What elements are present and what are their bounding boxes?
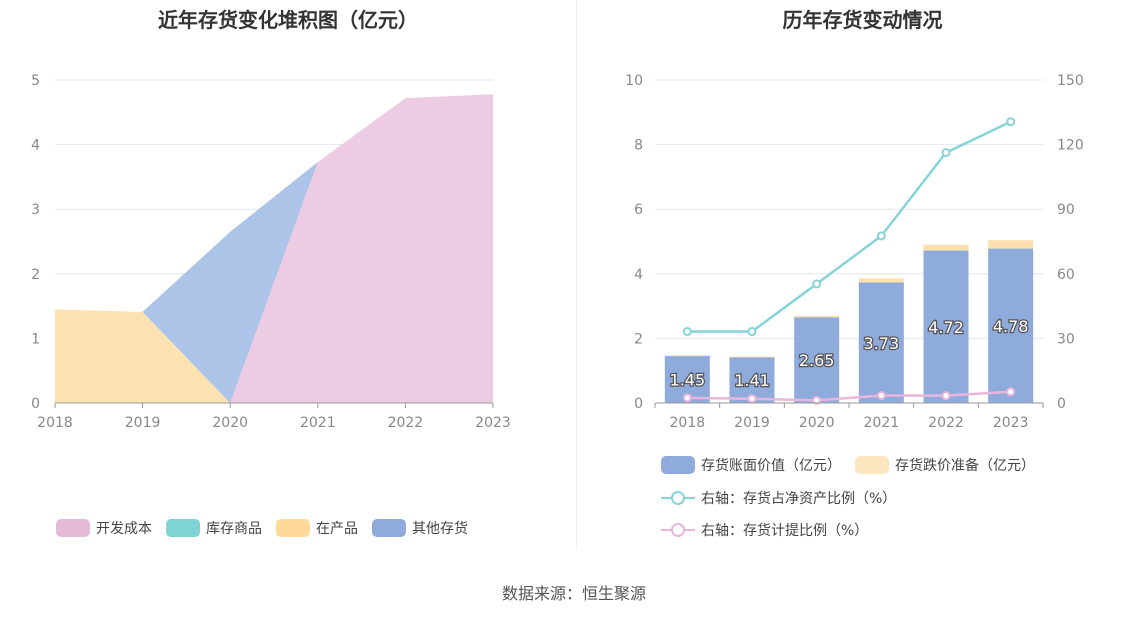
left-chart-title: 近年存货变化堆积图（亿元） bbox=[158, 8, 418, 32]
x-tick-label: 2022 bbox=[928, 415, 964, 431]
right-legend-line2: 右轴：存货计提比例（%） bbox=[661, 520, 882, 540]
x-tick-label: 2018 bbox=[670, 415, 706, 431]
y2-tick-label: 30 bbox=[1057, 331, 1075, 347]
legend-label-provision-ratio: 右轴：存货计提比例（%） bbox=[701, 523, 869, 539]
x-tick-label: 2019 bbox=[125, 415, 161, 431]
legend-item-impairment[interactable]: 存货跌价准备（亿元） bbox=[855, 455, 1035, 475]
y-tick-label: 5 bbox=[31, 73, 40, 89]
y-tick-label: 0 bbox=[634, 396, 643, 412]
legend-swatch-development-cost bbox=[56, 519, 90, 537]
right-chart-panel: 历年存货变动情况 0 2 4 6 8 10 0 30 60 90 120 150 1.45 1.41 2.6… bbox=[577, 0, 1148, 550]
x-tick-label: 2023 bbox=[475, 415, 511, 431]
line-point bbox=[682, 327, 692, 337]
right-chart-svg: 0 2 4 6 8 10 0 30 60 90 120 150 1.45 1.41 2.65 3.73 4.72… bbox=[625, 73, 1084, 431]
y-tick-label: 6 bbox=[634, 202, 643, 218]
bar-data-label: 1.41 bbox=[734, 371, 770, 390]
x-tick-label: 2019 bbox=[734, 415, 770, 431]
x-tick-label: 2020 bbox=[799, 415, 835, 431]
x-tick-label: 2022 bbox=[388, 415, 424, 431]
y-tick-label: 1 bbox=[31, 331, 40, 347]
panel-divider bbox=[576, 0, 577, 550]
right-legend-bars: 存货账面价值（亿元） 存货跌价准备（亿元） bbox=[661, 455, 1049, 475]
y-tick-label: 8 bbox=[634, 138, 643, 154]
legend-label-development-cost: 开发成本 bbox=[96, 521, 152, 537]
legend-swatch-work-in-progress bbox=[276, 519, 310, 537]
line-point bbox=[682, 393, 692, 403]
bar-impairment bbox=[858, 278, 904, 283]
bar-book-value bbox=[794, 317, 840, 403]
right-legend-line1: 右轴：存货占净资产比例（%） bbox=[661, 488, 910, 508]
legend-label-ratio-net-assets: 右轴：存货占净资产比例（%） bbox=[701, 491, 897, 507]
line-series-0 bbox=[687, 120, 1012, 333]
bar-impairment bbox=[923, 244, 969, 251]
bar-data-label: 4.78 bbox=[993, 317, 1029, 336]
legend-item-work-in-progress[interactable]: 在产品 bbox=[276, 518, 358, 538]
bar-impairment bbox=[729, 356, 775, 358]
legend-item-ratio-net-assets[interactable]: 右轴：存货占净资产比例（%） bbox=[661, 488, 896, 508]
line-point bbox=[747, 394, 757, 404]
bar-data-label: 4.72 bbox=[928, 318, 964, 337]
legend-swatch-inventory-goods bbox=[166, 519, 200, 537]
legend-swatch-ratio-net-assets bbox=[661, 489, 695, 507]
line-point bbox=[747, 327, 757, 337]
legend-swatch-provision-ratio bbox=[661, 521, 695, 539]
bar-data-label: 2.65 bbox=[799, 351, 835, 370]
bar-book-value bbox=[988, 248, 1034, 403]
legend-swatch-other-inventory bbox=[372, 519, 406, 537]
y-tick-label: 0 bbox=[31, 396, 40, 412]
y-tick-label: 2 bbox=[634, 331, 643, 347]
left-chart-panel: 近年存货变化堆积图（亿元） 0 1 2 3 4 5 2018 2019 2020 2021 2022… bbox=[0, 0, 576, 550]
legend-label-other-inventory: 其他存货 bbox=[412, 521, 468, 537]
y2-tick-label: 150 bbox=[1057, 73, 1084, 89]
bar-impairment bbox=[988, 240, 1034, 249]
y-tick-label: 3 bbox=[31, 202, 40, 218]
area-series-0 bbox=[55, 94, 493, 403]
y-tick-label: 4 bbox=[31, 138, 40, 154]
y2-tick-label: 120 bbox=[1057, 138, 1084, 154]
bar-impairment bbox=[794, 315, 840, 318]
y2-tick-label: 0 bbox=[1057, 396, 1066, 412]
legend-swatch-impairment bbox=[855, 456, 889, 474]
bar-impairment bbox=[664, 355, 710, 357]
line-point bbox=[1006, 117, 1016, 127]
legend-swatch-book-value bbox=[661, 456, 695, 474]
left-legend: 开发成本 库存商品 在产品 其他存货 bbox=[56, 518, 482, 538]
area-series-3 bbox=[55, 94, 493, 403]
x-tick-label: 2018 bbox=[37, 415, 73, 431]
line-series-1 bbox=[687, 390, 1011, 402]
line-point bbox=[812, 279, 822, 289]
y2-tick-label: 90 bbox=[1057, 202, 1075, 218]
left-chart-svg: 0 1 2 3 4 5 2018 2019 2020 2021 2022 2023 bbox=[31, 73, 511, 431]
right-chart-title: 历年存货变动情况 bbox=[782, 8, 943, 32]
legend-item-development-cost[interactable]: 开发成本 bbox=[56, 518, 152, 538]
legend-item-book-value[interactable]: 存货账面价值（亿元） bbox=[661, 455, 841, 475]
legend-label-impairment: 存货跌价准备（亿元） bbox=[895, 458, 1035, 474]
line-point bbox=[876, 231, 886, 241]
legend-item-provision-ratio[interactable]: 右轴：存货计提比例（%） bbox=[661, 520, 868, 540]
line-point bbox=[941, 148, 951, 158]
line-point bbox=[1006, 387, 1016, 397]
x-tick-label: 2021 bbox=[300, 415, 336, 431]
y-tick-label: 4 bbox=[634, 267, 643, 283]
bar-book-value bbox=[858, 282, 904, 403]
legend-item-inventory-goods[interactable]: 库存商品 bbox=[166, 518, 262, 538]
x-tick-label: 2021 bbox=[864, 415, 900, 431]
line-point bbox=[876, 390, 886, 400]
legend-label-inventory-goods: 库存商品 bbox=[206, 521, 262, 537]
y-tick-label: 2 bbox=[31, 267, 40, 283]
bar-data-label: 1.45 bbox=[670, 371, 706, 390]
legend-label-book-value: 存货账面价值（亿元） bbox=[701, 458, 841, 474]
y2-tick-label: 60 bbox=[1057, 267, 1075, 283]
x-tick-label: 2020 bbox=[212, 415, 248, 431]
data-source-note: 数据来源：恒生聚源 bbox=[501, 584, 646, 603]
line-point bbox=[812, 395, 822, 405]
area-series-2 bbox=[55, 94, 493, 403]
legend-item-other-inventory[interactable]: 其他存货 bbox=[372, 518, 468, 538]
bar-book-value bbox=[923, 250, 969, 403]
bar-data-label: 3.73 bbox=[864, 334, 900, 353]
line-point bbox=[941, 391, 951, 401]
legend-label-work-in-progress: 在产品 bbox=[316, 521, 358, 537]
x-tick-label: 2023 bbox=[993, 415, 1029, 431]
y-tick-label: 10 bbox=[625, 73, 643, 89]
